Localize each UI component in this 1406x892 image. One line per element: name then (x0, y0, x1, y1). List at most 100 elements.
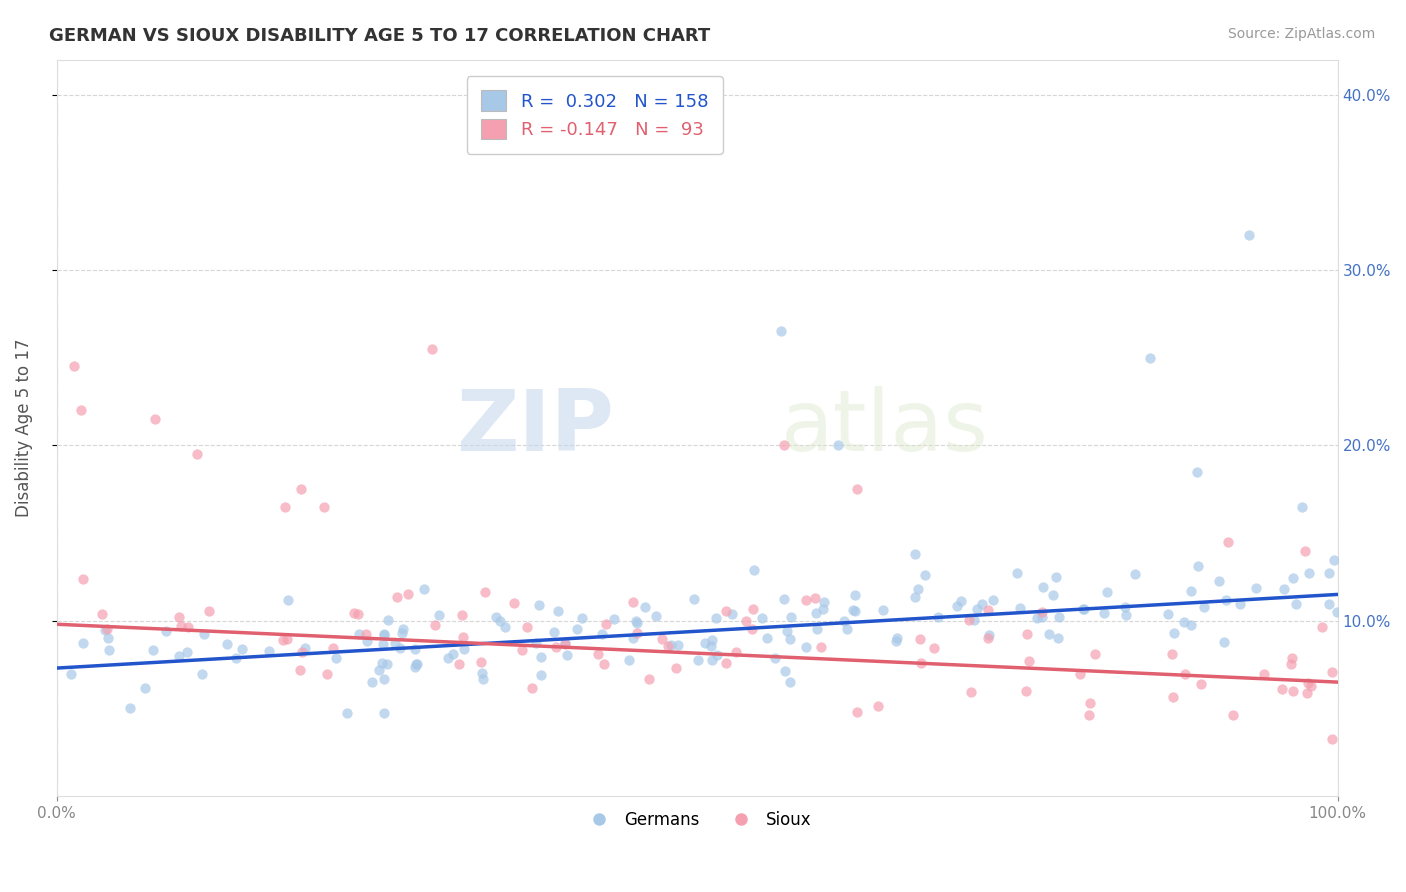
Point (1042, 588, 1064, 602)
Point (1069, 666, 1091, 681)
Point (910, 656, 932, 670)
Point (274, 500, 297, 514)
Point (714, 604, 737, 618)
Point (176, 645, 198, 659)
Point (441, 647, 464, 661)
Point (844, 604, 866, 618)
Point (447, 657, 470, 671)
Point (488, 614, 510, 628)
Point (949, 594, 972, 608)
Point (834, 615, 856, 629)
Point (1078, 696, 1101, 710)
Point (1296, 686, 1319, 700)
Point (1018, 654, 1040, 668)
Point (904, 590, 927, 604)
Point (471, 665, 494, 680)
Point (1185, 465, 1208, 479)
Point (657, 640, 679, 654)
Point (1031, 605, 1053, 619)
Point (155, 624, 177, 639)
Point (1229, 597, 1251, 611)
Point (420, 342, 443, 356)
Point (94, 623, 117, 637)
Point (371, 656, 394, 670)
Point (290, 663, 312, 677)
Point (406, 657, 429, 671)
Point (377, 614, 399, 628)
Point (427, 607, 450, 622)
Point (342, 606, 364, 620)
Point (1073, 602, 1095, 616)
Point (97, 632, 120, 646)
Point (907, 582, 929, 597)
Point (290, 482, 312, 496)
Point (1092, 606, 1115, 620)
Point (527, 598, 550, 612)
Point (779, 674, 801, 689)
Point (981, 592, 1004, 607)
Point (349, 627, 371, 641)
Point (827, 438, 849, 452)
Point (215, 637, 238, 651)
Point (1222, 707, 1244, 722)
Point (638, 672, 661, 686)
Point (494, 620, 516, 634)
Point (554, 635, 576, 649)
Point (346, 607, 368, 621)
Point (734, 614, 756, 628)
Point (846, 705, 869, 719)
Text: Source: ZipAtlas.com: Source: ZipAtlas.com (1227, 27, 1375, 41)
Point (544, 640, 567, 655)
Point (392, 622, 415, 636)
Point (371, 637, 394, 651)
Point (322, 641, 344, 656)
Point (1237, 227, 1260, 242)
Point (1038, 627, 1060, 641)
Point (960, 685, 983, 699)
Point (97, 643, 120, 657)
Point (706, 648, 728, 662)
Point (794, 592, 817, 607)
Point (384, 636, 406, 650)
Point (145, 412, 167, 426)
Point (779, 632, 801, 647)
Point (413, 582, 436, 597)
Point (1047, 610, 1070, 624)
Point (763, 650, 786, 665)
Point (1298, 675, 1320, 690)
Point (1139, 351, 1161, 365)
Point (1320, 731, 1343, 746)
Point (591, 627, 613, 641)
Point (72, 636, 94, 650)
Point (603, 612, 626, 626)
Point (524, 636, 547, 650)
Y-axis label: Disability Age 5 to 17: Disability Age 5 to 17 (15, 339, 32, 517)
Point (806, 622, 828, 636)
Point (872, 602, 894, 616)
Point (167, 648, 190, 663)
Point (586, 647, 609, 661)
Point (1161, 647, 1184, 661)
Point (813, 595, 835, 609)
Point (634, 600, 657, 615)
Point (811, 602, 834, 616)
Point (354, 627, 377, 641)
Legend: Germans, Sioux: Germans, Sioux (576, 805, 818, 836)
Point (1279, 657, 1302, 672)
Point (904, 547, 927, 561)
Point (277, 592, 299, 607)
Point (530, 668, 553, 682)
Point (976, 631, 998, 645)
Point (621, 631, 644, 645)
Point (720, 607, 742, 622)
Point (742, 601, 765, 615)
Point (356, 634, 378, 648)
Point (385, 590, 408, 604)
Point (259, 644, 281, 658)
Point (571, 611, 593, 625)
Point (1173, 615, 1195, 629)
Point (804, 591, 827, 606)
Point (373, 627, 395, 641)
Point (375, 657, 398, 671)
Point (1010, 601, 1032, 615)
